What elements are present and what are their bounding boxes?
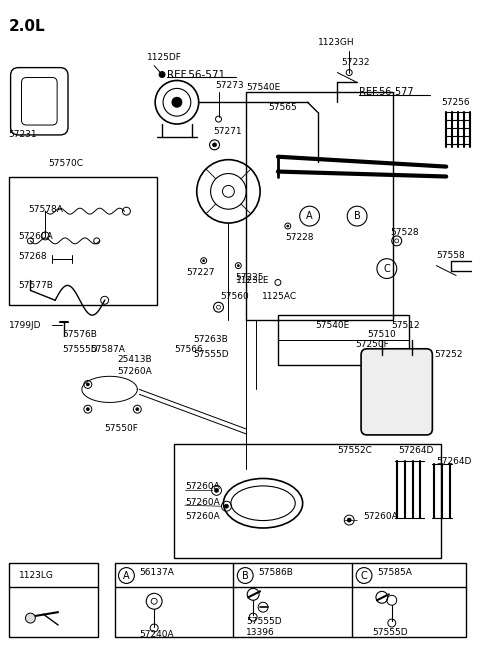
Text: 1123LE: 1123LE bbox=[236, 276, 270, 285]
Circle shape bbox=[213, 143, 216, 147]
Text: B: B bbox=[354, 211, 360, 221]
Text: 57231: 57231 bbox=[9, 130, 37, 140]
Text: 57577B: 57577B bbox=[19, 281, 53, 290]
Text: 57510: 57510 bbox=[367, 330, 396, 339]
Text: 57576B: 57576B bbox=[62, 330, 97, 339]
Circle shape bbox=[159, 71, 165, 77]
Circle shape bbox=[347, 518, 351, 522]
Circle shape bbox=[237, 265, 240, 267]
Bar bbox=[115, 563, 466, 637]
Text: 57585A: 57585A bbox=[377, 568, 412, 577]
Text: 57555D: 57555D bbox=[372, 628, 408, 637]
Text: 57560: 57560 bbox=[220, 292, 249, 301]
Text: 2.0L: 2.0L bbox=[9, 19, 45, 34]
Text: 1799JD: 1799JD bbox=[9, 320, 41, 329]
Text: C: C bbox=[384, 263, 390, 274]
Circle shape bbox=[136, 407, 139, 411]
Text: 57528: 57528 bbox=[390, 229, 419, 238]
Text: 57252: 57252 bbox=[434, 350, 463, 359]
Text: 56137A: 56137A bbox=[139, 568, 174, 577]
Text: A: A bbox=[123, 571, 130, 580]
Text: 57260A: 57260A bbox=[118, 367, 152, 376]
Text: 57232: 57232 bbox=[341, 58, 370, 67]
Text: 1123GH: 1123GH bbox=[317, 39, 354, 47]
Text: 57512: 57512 bbox=[391, 320, 420, 329]
Text: 1123LG: 1123LG bbox=[19, 571, 53, 580]
Text: C: C bbox=[360, 571, 367, 580]
Bar bbox=[278, 315, 408, 365]
Text: 57566: 57566 bbox=[174, 345, 203, 354]
Text: 57273: 57273 bbox=[216, 81, 244, 90]
Text: 1125AC: 1125AC bbox=[262, 292, 297, 301]
Text: 25413B: 25413B bbox=[118, 355, 152, 364]
Text: 57260A: 57260A bbox=[19, 233, 53, 242]
Circle shape bbox=[215, 489, 218, 493]
Text: B: B bbox=[242, 571, 249, 580]
Text: 57260A: 57260A bbox=[185, 482, 219, 491]
Text: A: A bbox=[306, 211, 313, 221]
Text: 57565: 57565 bbox=[268, 103, 297, 112]
Text: 57250F: 57250F bbox=[355, 341, 389, 349]
Text: 57256: 57256 bbox=[441, 98, 470, 107]
Text: 57570C: 57570C bbox=[48, 159, 83, 168]
Text: 57550F: 57550F bbox=[105, 424, 139, 434]
Circle shape bbox=[203, 259, 204, 261]
Text: 57555D: 57555D bbox=[62, 345, 98, 354]
Text: 57260A: 57260A bbox=[185, 512, 219, 521]
Circle shape bbox=[225, 504, 228, 508]
Circle shape bbox=[86, 383, 89, 386]
Text: 57263B: 57263B bbox=[194, 335, 228, 345]
Text: 57227: 57227 bbox=[186, 268, 215, 277]
Text: 57260A: 57260A bbox=[363, 512, 398, 521]
Bar bbox=[9, 176, 157, 305]
Text: 57264D: 57264D bbox=[399, 446, 434, 455]
Circle shape bbox=[287, 225, 289, 227]
Bar bbox=[246, 92, 393, 320]
Bar bbox=[9, 563, 98, 637]
Text: 57225: 57225 bbox=[235, 273, 264, 282]
Text: 1125DF: 1125DF bbox=[147, 53, 182, 62]
Text: 57260A: 57260A bbox=[185, 498, 219, 507]
Text: 57558: 57558 bbox=[436, 252, 465, 260]
Text: 57271: 57271 bbox=[214, 128, 242, 136]
Text: REF.56-571: REF.56-571 bbox=[167, 69, 225, 79]
Text: 57540E: 57540E bbox=[246, 83, 280, 92]
FancyBboxPatch shape bbox=[361, 348, 432, 435]
Text: 57555D: 57555D bbox=[246, 616, 282, 626]
Text: 57555D: 57555D bbox=[194, 350, 229, 359]
Circle shape bbox=[222, 185, 234, 197]
Text: 57587A: 57587A bbox=[90, 345, 125, 354]
Text: REF.56-577: REF.56-577 bbox=[359, 87, 414, 98]
Text: 57264D: 57264D bbox=[436, 457, 472, 466]
Circle shape bbox=[25, 613, 36, 623]
Text: 57586B: 57586B bbox=[258, 568, 293, 577]
Text: 57540E: 57540E bbox=[315, 320, 350, 329]
Circle shape bbox=[172, 98, 182, 107]
Text: 57228: 57228 bbox=[285, 233, 313, 242]
Text: 13396: 13396 bbox=[246, 628, 275, 637]
Circle shape bbox=[86, 407, 89, 411]
Text: 57268: 57268 bbox=[19, 252, 47, 261]
Text: 57240A: 57240A bbox=[139, 630, 174, 639]
Text: 57578A: 57578A bbox=[28, 204, 63, 214]
Bar bbox=[174, 444, 441, 557]
Text: 57552C: 57552C bbox=[337, 446, 372, 455]
